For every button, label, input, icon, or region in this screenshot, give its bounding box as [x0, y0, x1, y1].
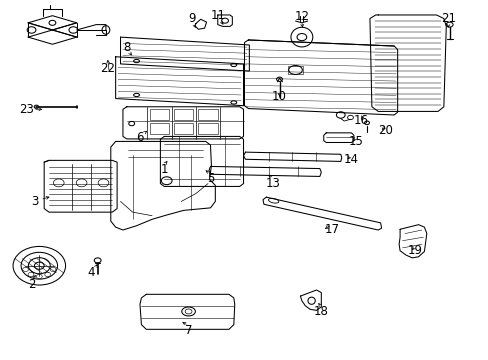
Text: 18: 18	[313, 305, 328, 318]
Text: 5: 5	[206, 172, 214, 185]
Text: 9: 9	[188, 12, 196, 25]
Text: 23: 23	[19, 103, 34, 116]
Text: 22: 22	[100, 62, 115, 75]
Bar	[287, 66, 302, 73]
Bar	[149, 109, 169, 120]
Bar	[174, 109, 193, 120]
Text: 16: 16	[353, 114, 368, 127]
Text: 20: 20	[377, 124, 392, 137]
Text: 2: 2	[28, 278, 35, 291]
Text: 3: 3	[31, 195, 38, 208]
Text: 4: 4	[87, 266, 95, 279]
Text: 11: 11	[210, 9, 225, 22]
Text: 19: 19	[407, 244, 422, 257]
Text: 13: 13	[264, 177, 280, 190]
Text: 6: 6	[136, 131, 143, 144]
Text: 8: 8	[123, 41, 130, 54]
Bar	[198, 123, 217, 134]
Text: 10: 10	[271, 90, 286, 103]
Text: 12: 12	[294, 10, 309, 23]
Text: 7: 7	[184, 324, 192, 337]
Text: 15: 15	[348, 135, 363, 148]
Bar	[198, 109, 217, 120]
Bar	[149, 123, 169, 134]
Text: 14: 14	[343, 153, 358, 166]
Text: 21: 21	[440, 12, 455, 25]
Text: 17: 17	[324, 223, 339, 236]
Bar	[174, 123, 193, 134]
Text: 1: 1	[160, 163, 168, 176]
